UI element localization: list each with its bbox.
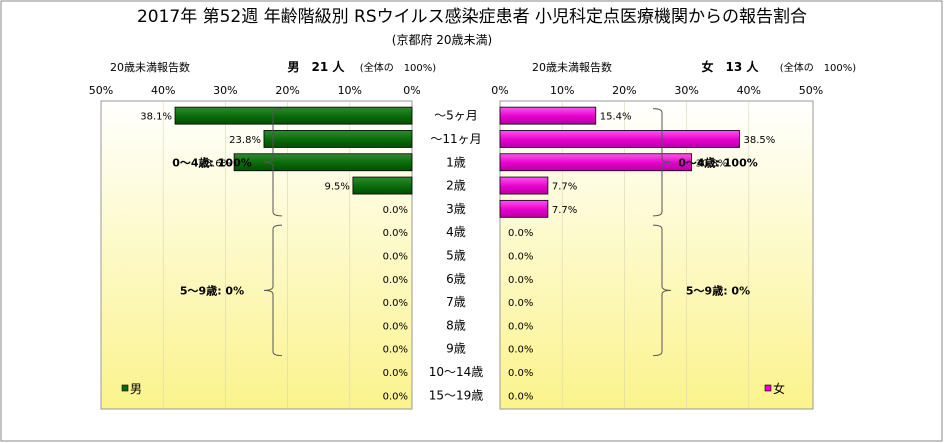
- female-x-tick-label: 40%: [737, 84, 761, 97]
- chart-title: 2017年 第52週 年齢階級別 RSウイルス感染症患者 小児科定点医療機関から…: [137, 7, 807, 27]
- female-value-label: 0.0%: [508, 391, 533, 402]
- category-label: ～5ヶ月: [434, 109, 478, 123]
- male-group-label: 0～4歳: 100%: [172, 155, 252, 169]
- female-value-label: 7.7%: [552, 182, 577, 193]
- male-value-label: 0.0%: [383, 368, 408, 379]
- category-label: 1歳: [446, 155, 466, 169]
- female-value-label: 15.4%: [600, 112, 632, 123]
- male-group-brace: [263, 224, 283, 357]
- chart-subtitle: (京都府 20歳未満): [392, 32, 492, 47]
- female-x-tick-label: 50%: [799, 84, 823, 97]
- category-label: 6歳: [446, 272, 466, 286]
- male-value-label: 0.0%: [383, 251, 408, 262]
- female-value-label: 0.0%: [508, 298, 533, 309]
- male-header-count: 男 21 人: [288, 59, 346, 74]
- female-x-tick-label: 10%: [550, 84, 574, 97]
- female-plot-area: [499, 100, 814, 410]
- male-x-tick-label: 0%: [403, 84, 420, 97]
- female-legend-swatch: [764, 384, 772, 392]
- female-value-label: 0.0%: [508, 251, 533, 262]
- male-x-tick-label: 50%: [89, 84, 113, 97]
- male-value-label: 38.1%: [140, 112, 172, 123]
- female-series: 15.4% 38.5% 30.8% 7.7% 7.7% 0.0% 0.0% 0.0% 0.0% 0…: [499, 102, 775, 408]
- female-bar: [499, 176, 549, 195]
- male-value-label: 0.0%: [383, 298, 408, 309]
- female-x-tick-label: 20%: [612, 84, 636, 97]
- male-value-label: 0.0%: [383, 205, 408, 216]
- male-plot-area: [100, 100, 413, 410]
- male-header-left: 20歳未満報告数: [110, 61, 190, 74]
- male-bar: [233, 153, 413, 172]
- female-value-label: 0.0%: [508, 368, 533, 379]
- male-value-label: 0.0%: [383, 228, 408, 239]
- female-bar: [499, 153, 692, 172]
- category-label: 9歳: [446, 342, 466, 356]
- category-label: 8歳: [446, 318, 466, 332]
- male-x-tick-label: 20%: [275, 84, 299, 97]
- male-value-label: 0.0%: [383, 345, 408, 356]
- female-group-label: 0～4歳: 100%: [678, 155, 758, 169]
- female-group-label: 5～9歳: 0%: [686, 283, 750, 297]
- female-value-label: 30.8%: [696, 158, 728, 169]
- female-bar: [499, 106, 597, 125]
- female-header-note: (全体の 100%): [780, 61, 856, 74]
- male-legend-swatch: [121, 384, 129, 392]
- female-x-tick-label: 0%: [491, 84, 508, 97]
- category-label: 15～19歳: [429, 388, 484, 402]
- male-value-label: 0.0%: [383, 275, 408, 286]
- male-legend-label: 男: [130, 382, 142, 396]
- male-x-tick-label: 10%: [338, 84, 362, 97]
- female-value-label: 0.0%: [508, 228, 533, 239]
- male-series: 38.1% 23.8% 28.6% 9.5% 0.0% 0.0% 0.0% 0.0% 0.0% 0…: [140, 102, 413, 408]
- female-legend-label: 女: [773, 381, 785, 396]
- female-bar: [499, 199, 549, 218]
- male-value-label: 0.0%: [383, 391, 408, 402]
- female-value-label: 7.7%: [552, 205, 577, 216]
- category-label: 3歳: [446, 202, 466, 216]
- male-group-label: 5～9歳: 0%: [180, 283, 244, 297]
- category-label: 7歳: [446, 295, 466, 309]
- female-bar: [499, 130, 740, 148]
- female-value-label: 38.5%: [743, 135, 775, 146]
- male-bar: [352, 176, 413, 195]
- female-value-label: 0.0%: [508, 275, 533, 286]
- category-label: 10～14歳: [429, 365, 484, 379]
- category-label: 2歳: [446, 179, 466, 193]
- category-label: 5歳: [446, 248, 466, 262]
- male-value-label: 28.6%: [199, 158, 231, 169]
- female-group-brace: [652, 108, 672, 217]
- category-labels: ～5ヶ月 ～11ヶ月 1歳 2歳 3歳 4歳 5歳 6歳 7歳 8歳 9歳 10～14歳 15～19歳: [429, 109, 484, 403]
- male-header-note: (全体の 100%): [360, 61, 436, 74]
- male-value-label: 0.0%: [383, 321, 408, 332]
- female-value-label: 0.0%: [508, 321, 533, 332]
- male-bar: [263, 130, 413, 148]
- male-bar: [174, 106, 413, 125]
- category-label: 4歳: [446, 225, 466, 239]
- male-group-brace: [263, 108, 283, 217]
- male-value-label: 23.8%: [229, 135, 261, 146]
- female-x-tick-label: 30%: [674, 84, 698, 97]
- female-header-count: 女 13 人: [702, 59, 760, 74]
- male-x-tick-label: 30%: [213, 84, 237, 97]
- female-value-label: 0.0%: [508, 345, 533, 356]
- male-x-tick-label: 40%: [151, 84, 175, 97]
- male-value-label: 9.5%: [325, 182, 350, 193]
- category-label: ～11ヶ月: [430, 132, 481, 146]
- group-braces: 0～4歳: 100% 5～9歳: 0% 0～4歳: 100% 5～9歳: 0%: [172, 108, 758, 357]
- female-group-brace: [652, 224, 672, 357]
- female-header-left: 20歳未満報告数: [532, 61, 612, 74]
